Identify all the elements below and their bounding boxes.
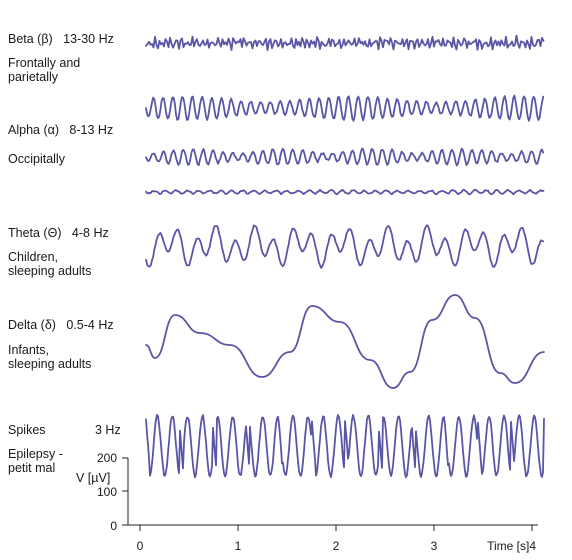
trace-alpha-3 [145,188,545,196]
beta-region: Frontally and parietally [8,56,81,84]
y-tick-label-200: 200 [97,451,117,465]
beta-trace [145,34,545,51]
trace-spikes [145,414,545,479]
spikes-trace [145,414,545,479]
trace-alpha-2 [145,147,545,167]
trace-delta [145,294,545,389]
alpha-label: Alpha (α) 8-13 Hz [8,123,113,137]
x-tick-label-2: 2 [333,539,340,553]
y-tick-label-100: 100 [97,485,117,499]
x-tick-label-3: 3 [431,539,438,553]
delta-trace [145,294,545,389]
alpha-trace-medium [145,147,545,167]
theta-region: Children, sleeping adults [8,250,92,278]
theta-name: Theta (Θ) [8,226,62,240]
y-tick-label-0: 0 [110,519,117,533]
theta-frequency: 4-8 Hz [71,226,109,240]
spikes-region: Epilepsy - petit mal [8,447,63,475]
alpha-name: Alpha (α) [8,123,59,137]
delta-label: Delta (δ) 0.5-4 Hz [8,318,114,332]
x-axis-title: Time [s]4 [487,539,536,553]
y-axis-label: V [µV] [76,471,111,485]
x-tick-label-0: 0 [137,539,144,553]
spikes-frequency: 3 Hz [95,423,121,437]
trace-theta [145,224,545,269]
delta-name: Delta (δ) [8,318,56,332]
delta-region: Infants, sleeping adults [8,343,92,371]
theta-trace [145,224,545,269]
spikes-name: Spikes [8,423,46,437]
x-tick-label-1: 1 [235,539,242,553]
trace-beta [145,34,545,51]
trace-alpha-1 [145,94,545,122]
alpha-region: Occipitally [8,152,65,166]
delta-frequency: 0.5-4 Hz [66,318,114,332]
beta-frequency: 13-30 Hz [63,32,114,46]
alpha-trace-strong [145,94,545,122]
beta-label: Beta (β) 13-30 Hz [8,32,114,46]
alpha-frequency: 8-13 Hz [69,123,114,137]
theta-label: Theta (Θ) 4-8 Hz [8,226,109,240]
beta-name: Beta (β) [8,32,53,46]
alpha-trace-weak [145,188,545,196]
